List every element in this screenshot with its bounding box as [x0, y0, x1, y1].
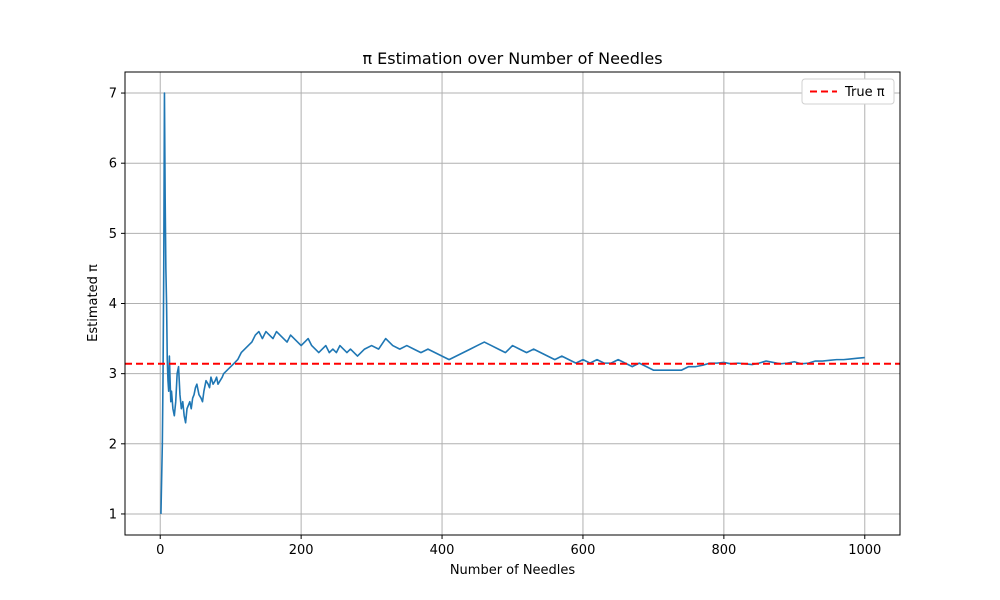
legend-box: [801, 78, 895, 105]
y-tick-label-0: 1: [109, 507, 117, 522]
series-line-estimated-pi: [160, 92, 865, 514]
y-tick-label-5: 6: [109, 157, 117, 172]
x-tick-label-0: 0: [156, 543, 164, 558]
x-tick-label-4: 800: [711, 543, 736, 558]
y-tick-label-3: 4: [109, 297, 117, 312]
x-tick-label-1: 200: [289, 543, 314, 558]
y-axis-title: Estimated π: [86, 264, 101, 342]
legend-label-true-pi: True π: [844, 85, 885, 100]
chart-title: π Estimation over Number of Needles: [362, 49, 662, 68]
y-tick-label-4: 5: [109, 227, 117, 242]
x-axis-title: Number of Needles: [450, 563, 576, 578]
axes: 0 200 400 600 800 1000 1 2 3 4 5 6 7: [109, 71, 901, 558]
y-tick-label-2: 3: [109, 367, 117, 382]
x-tick-label-3: 600: [571, 543, 596, 558]
plot-area: [125, 92, 900, 514]
x-tick-label-5: 1000: [848, 543, 881, 558]
grid-lines: [125, 72, 900, 535]
y-tick-label-1: 2: [109, 437, 117, 452]
x-tick-label-2: 400: [430, 543, 455, 558]
y-tick-label-6: 7: [109, 87, 117, 102]
legend: True π: [801, 78, 895, 105]
